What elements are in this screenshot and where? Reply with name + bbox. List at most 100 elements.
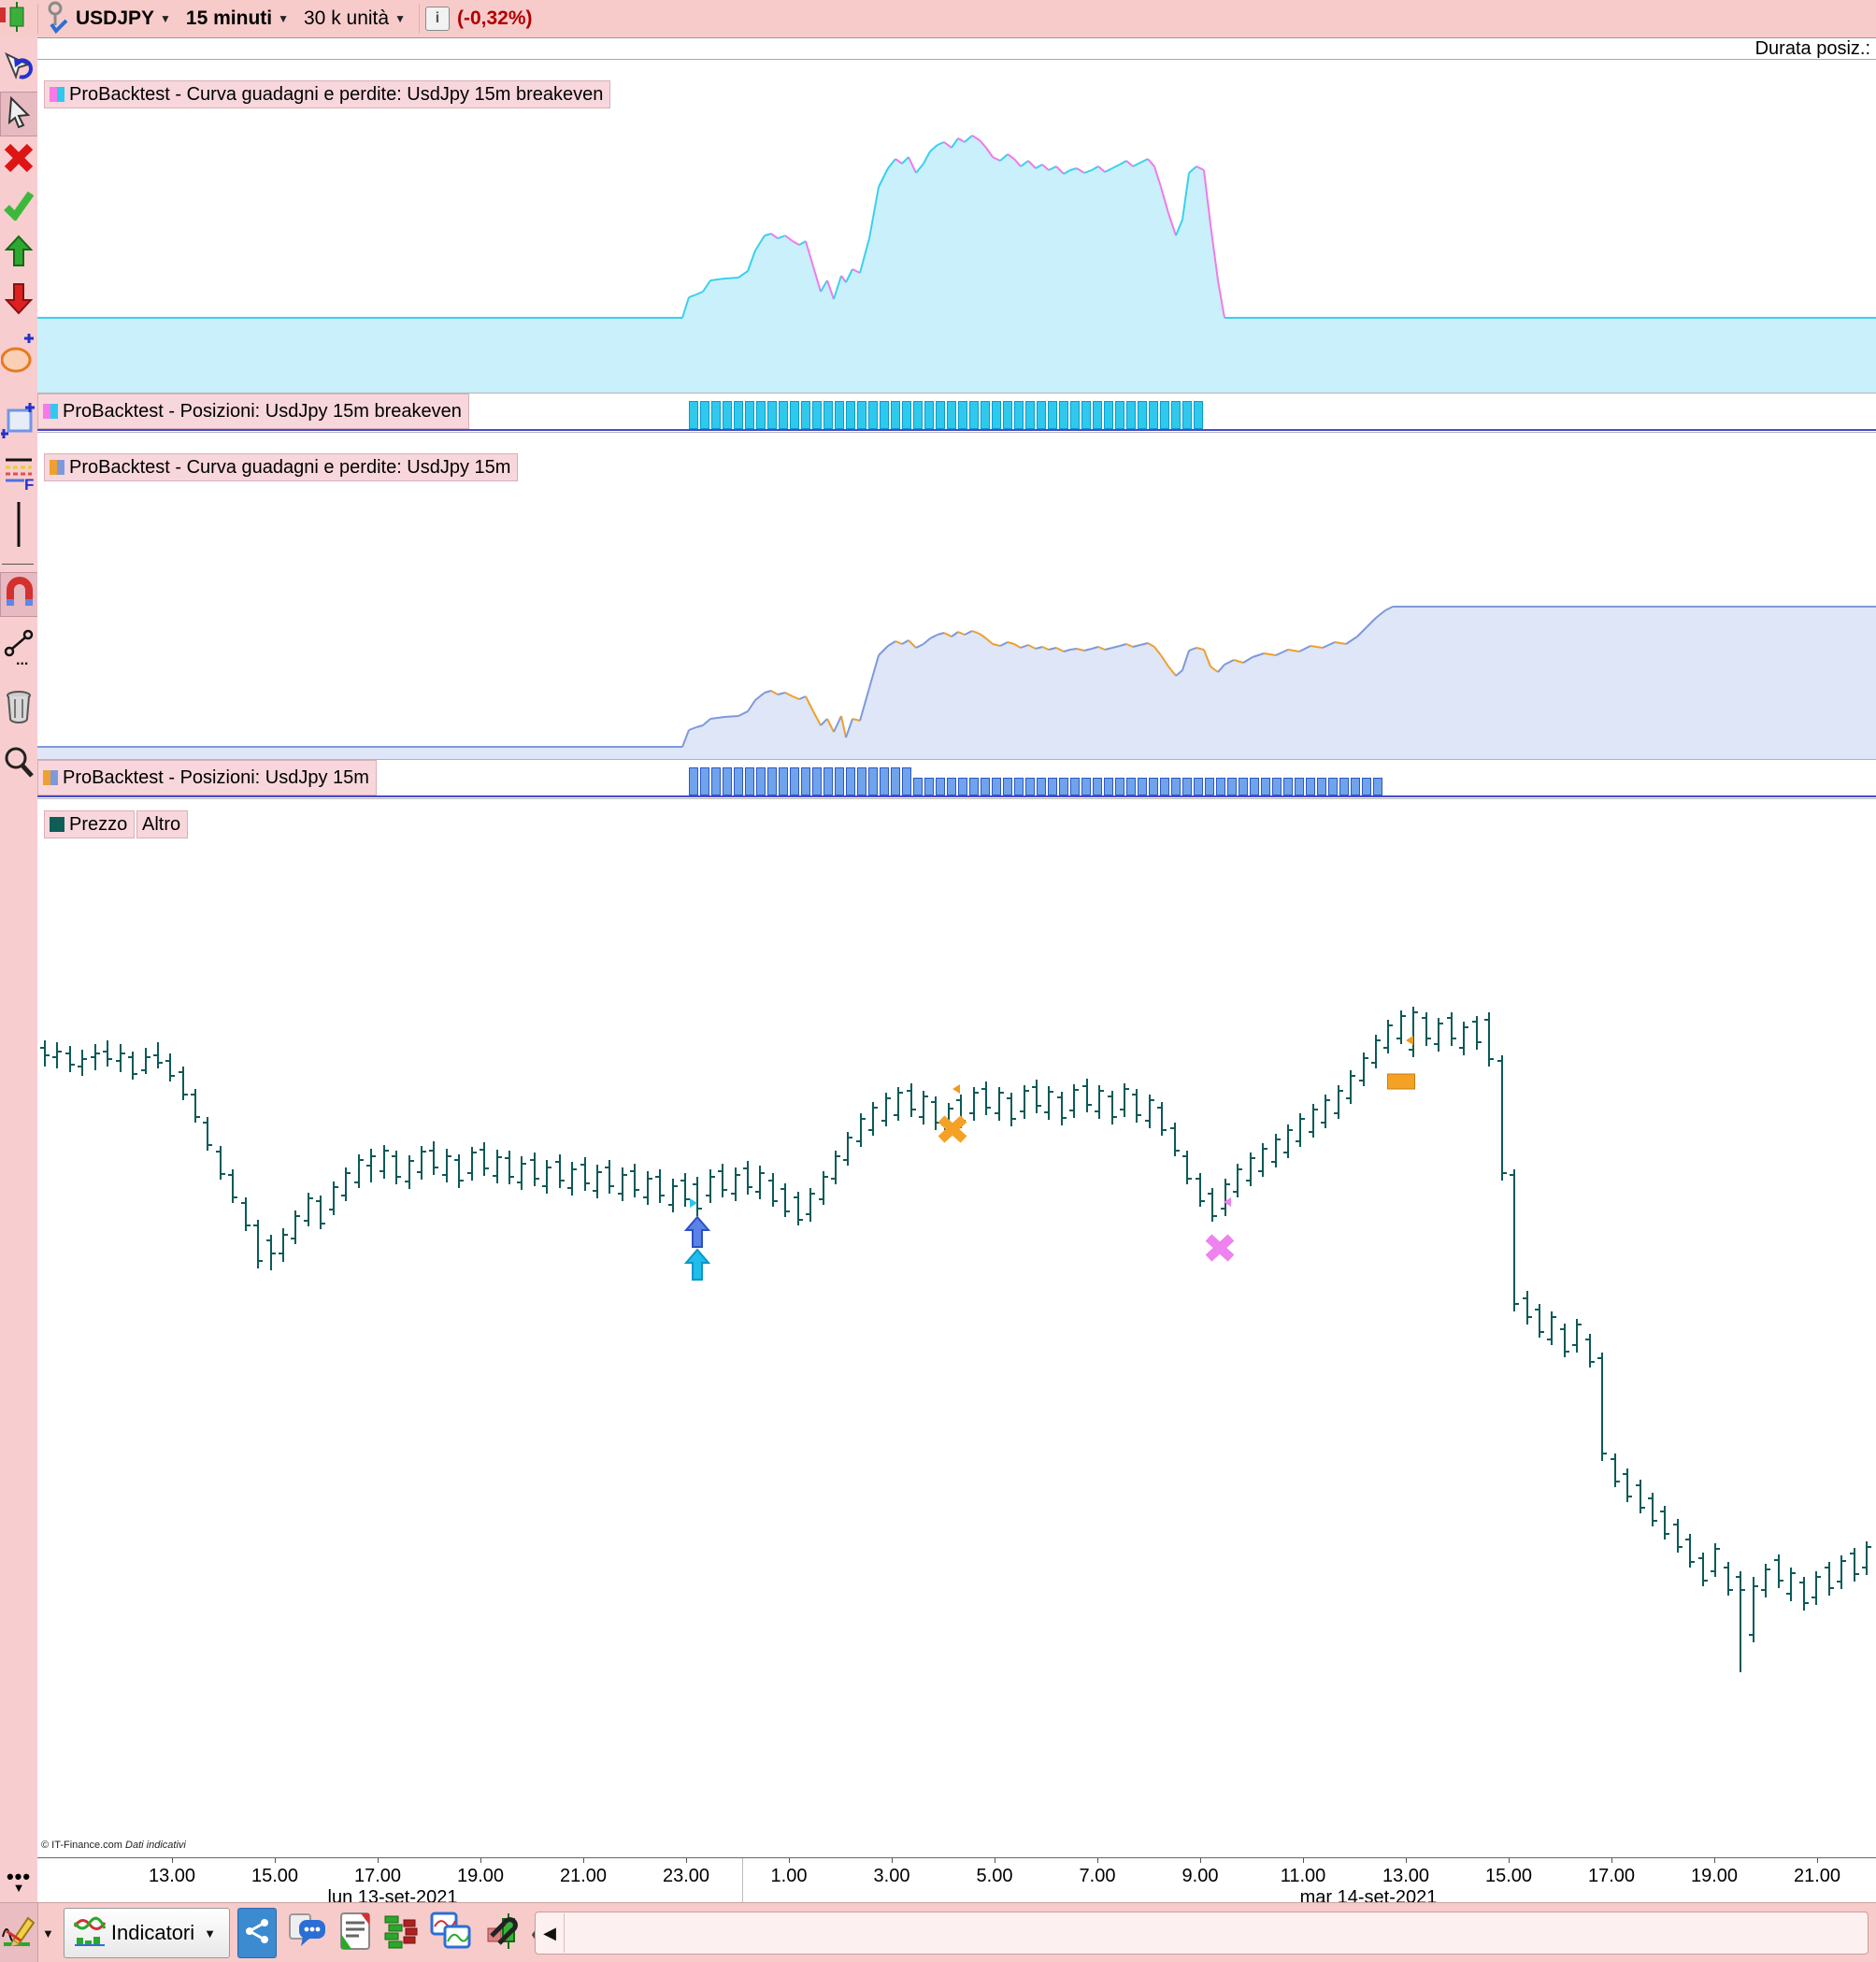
position-bar	[1081, 778, 1091, 795]
indicators-button[interactable]: Indicatori ▼	[63, 1908, 231, 1958]
duration-band: Durata posiz.:	[37, 37, 1876, 60]
pane-label-equity-15m[interactable]: ProBacktest - Curva guadagni e perdite: …	[44, 453, 519, 481]
symbol-selector[interactable]: USDJPY ▼	[68, 7, 179, 30]
triangle-right-marker	[690, 1198, 697, 1208]
position-bar	[1272, 778, 1282, 795]
position-bar	[969, 401, 979, 429]
chevron-down-icon[interactable]: ▼	[42, 1926, 54, 1941]
buy-arrow-button[interactable]	[0, 232, 36, 275]
magnet-button[interactable]	[0, 572, 38, 617]
pane-label-positions-15m[interactable]: ProBacktest - Posizioni: UsdJpy 15m	[37, 760, 377, 795]
position-bar	[756, 401, 766, 429]
info-icon[interactable]: i	[424, 7, 450, 31]
positions-breakeven-strip[interactable]: ProBacktest - Posizioni: UsdJpy 15m brea…	[37, 393, 1876, 433]
position-rect-marker	[1387, 1073, 1415, 1090]
units-selector[interactable]: 30 k unità ▼	[296, 7, 413, 30]
svg-text:F: F	[24, 476, 34, 492]
time-label: 21.00	[1793, 1866, 1841, 1886]
axis-tick	[1303, 1858, 1304, 1863]
position-bar	[1182, 401, 1192, 429]
time-label: 17.00	[353, 1866, 402, 1886]
position-bar	[958, 401, 967, 429]
legend-swatch	[43, 770, 58, 785]
time-label: 3.00	[873, 1866, 910, 1886]
report-button[interactable]	[338, 1912, 372, 1955]
position-bar	[1138, 401, 1147, 429]
position-bar	[1003, 778, 1012, 795]
chevron-down-icon: ▼	[394, 12, 406, 25]
position-bar	[913, 401, 923, 429]
legend-swatch	[50, 460, 64, 475]
position-bar	[700, 401, 709, 429]
time-label: 1.00	[770, 1866, 808, 1886]
pencil-icon	[2, 1912, 36, 1955]
green-check-icon	[3, 189, 35, 225]
timeframe-selector[interactable]: 15 minuti ▼	[179, 7, 296, 30]
position-bar	[1003, 401, 1012, 429]
segment-tool-button[interactable]: ...	[0, 628, 36, 671]
equity-breakeven-pane[interactable]: ProBacktest - Curva guadagni e perdite: …	[37, 60, 1876, 393]
pointer-button[interactable]	[0, 92, 38, 136]
time-label: 17.00	[1587, 1866, 1636, 1886]
pane-title: ProBacktest - Curva guadagni e perdite: …	[69, 84, 604, 105]
time-label: 13.00	[1382, 1866, 1430, 1886]
position-bar	[1037, 778, 1046, 795]
strip-baseline	[37, 429, 1876, 431]
time-label: 15.00	[251, 1866, 299, 1886]
wrench-candle-icon	[482, 1912, 522, 1955]
position-bar	[1160, 401, 1169, 429]
pointer-undo-button[interactable]	[0, 49, 36, 92]
position-bar	[1115, 778, 1124, 795]
vertical-line-tool-button[interactable]	[0, 497, 36, 555]
rectangle-tool-button[interactable]	[0, 398, 36, 451]
more-tools-button[interactable]: ••• ▼	[0, 1860, 37, 1902]
symbol-label: USDJPY	[76, 7, 155, 29]
position-bar	[924, 401, 934, 429]
pane-title: Prezzo	[69, 814, 128, 835]
backtest-button[interactable]	[383, 1912, 419, 1955]
drawing-toolbar: F ...	[0, 37, 38, 1902]
position-bar	[1160, 778, 1169, 795]
trash-button[interactable]	[0, 686, 36, 729]
position-bar	[1194, 401, 1203, 429]
position-bar	[1048, 401, 1057, 429]
delete-drawing-button[interactable]	[0, 138, 36, 181]
triangle-left-marker	[952, 1084, 960, 1094]
share-button[interactable]	[237, 1908, 278, 1958]
equity-15m-pane[interactable]: ProBacktest - Curva guadagni e perdite: …	[37, 432, 1876, 760]
price-pane[interactable]: Prezzo Altro	[37, 798, 1876, 1858]
position-bar	[1070, 401, 1080, 429]
scroll-left-button[interactable]: ◀	[536, 1913, 565, 1953]
position-bar	[790, 767, 799, 795]
chat-button[interactable]	[288, 1912, 327, 1955]
position-bar	[1126, 401, 1136, 429]
confirm-button[interactable]	[0, 185, 36, 228]
fibonacci-tool-button[interactable]: F	[0, 453, 36, 496]
position-bar	[913, 778, 923, 795]
windows-button[interactable]	[430, 1912, 471, 1955]
horizontal-scrollbar[interactable]: ◀	[535, 1912, 1869, 1955]
position-bar	[723, 401, 732, 429]
pane-label-altro[interactable]: Altro	[136, 810, 189, 838]
positions-15m-strip[interactable]: ProBacktest - Posizioni: UsdJpy 15m	[37, 759, 1876, 799]
position-bar	[1093, 778, 1102, 795]
magnet-icon	[5, 576, 35, 613]
draw-tool-button[interactable]	[0, 1903, 38, 1962]
cross-marker	[1205, 1234, 1235, 1262]
chart-settings-button[interactable]	[482, 1912, 522, 1955]
triangle-left-marker	[1406, 1036, 1413, 1045]
position-bar	[1104, 401, 1113, 429]
red-down-arrow-icon	[4, 281, 33, 320]
sell-arrow-button[interactable]	[0, 279, 36, 322]
position-bar	[880, 767, 889, 795]
pin-check-icon[interactable]	[44, 0, 68, 38]
pane-label-positions-breakeven[interactable]: ProBacktest - Posizioni: UsdJpy 15m brea…	[37, 394, 469, 429]
position-bar	[846, 767, 855, 795]
position-bar	[835, 401, 844, 429]
zoom-button[interactable]	[0, 742, 36, 785]
pane-label-price[interactable]: Prezzo	[44, 810, 136, 838]
ellipse-tool-button[interactable]	[0, 329, 36, 387]
time-label: 5.00	[976, 1866, 1013, 1886]
position-bar	[1205, 778, 1214, 795]
pane-label-equity-breakeven[interactable]: ProBacktest - Curva guadagni e perdite: …	[44, 80, 611, 108]
